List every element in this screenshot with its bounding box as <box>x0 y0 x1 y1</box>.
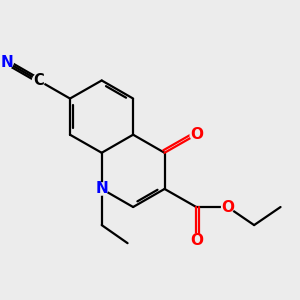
Circle shape <box>190 129 202 141</box>
Circle shape <box>190 234 202 247</box>
Circle shape <box>32 74 45 87</box>
Text: C: C <box>33 73 44 88</box>
Circle shape <box>1 56 13 68</box>
Text: O: O <box>190 127 203 142</box>
Circle shape <box>222 201 234 213</box>
Circle shape <box>96 183 108 195</box>
Text: N: N <box>1 55 13 70</box>
Text: O: O <box>190 233 203 248</box>
Text: O: O <box>221 200 234 214</box>
Text: N: N <box>95 182 108 196</box>
